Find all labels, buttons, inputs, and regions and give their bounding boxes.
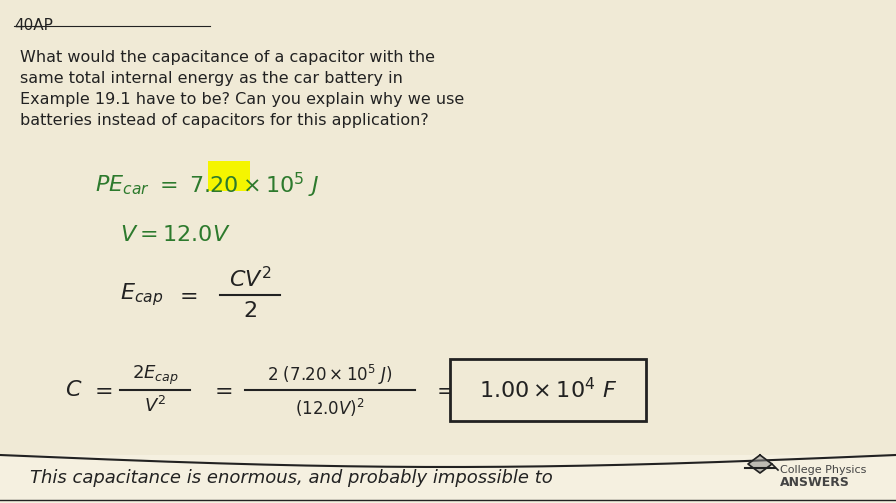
FancyBboxPatch shape xyxy=(208,161,250,191)
Text: $2$: $2$ xyxy=(243,301,257,321)
Text: $C$: $C$ xyxy=(65,380,82,400)
Text: $=$: $=$ xyxy=(210,380,233,400)
Text: 40AP: 40AP xyxy=(14,18,53,33)
Text: $V = 12.0V$: $V = 12.0V$ xyxy=(120,225,230,245)
Text: $E_{cap}$: $E_{cap}$ xyxy=(120,282,163,308)
Text: $=$: $=$ xyxy=(432,380,454,400)
Text: $V^2$: $V^2$ xyxy=(144,396,166,416)
Bar xyxy=(0,455,896,503)
Text: $=$: $=$ xyxy=(175,285,198,305)
Text: This capacitance is enormous, and probably impossible to: This capacitance is enormous, and probab… xyxy=(30,469,553,487)
Text: $=$: $=$ xyxy=(90,380,113,400)
Text: College Physics: College Physics xyxy=(780,465,866,475)
Polygon shape xyxy=(748,455,772,473)
Text: $2 \ (7.20 \times 10^5 \ J)$: $2 \ (7.20 \times 10^5 \ J)$ xyxy=(267,363,392,387)
Text: $1.00 \times 10^4 \ F$: $1.00 \times 10^4 \ F$ xyxy=(479,377,617,402)
Text: $(12.0V)^2$: $(12.0V)^2$ xyxy=(295,397,365,419)
FancyBboxPatch shape xyxy=(450,359,646,421)
Text: $2E_{cap}$: $2E_{cap}$ xyxy=(132,363,178,387)
Text: $PE_{car}$: $PE_{car}$ xyxy=(95,173,150,197)
Text: What would the capacitance of a capacitor with the
same total internal energy as: What would the capacitance of a capacito… xyxy=(20,50,464,128)
Text: ANSWERS: ANSWERS xyxy=(780,475,850,488)
Text: $= \ 7.20 \times 10^5 \ J$: $= \ 7.20 \times 10^5 \ J$ xyxy=(155,171,319,200)
Text: $CV^2$: $CV^2$ xyxy=(228,267,271,292)
